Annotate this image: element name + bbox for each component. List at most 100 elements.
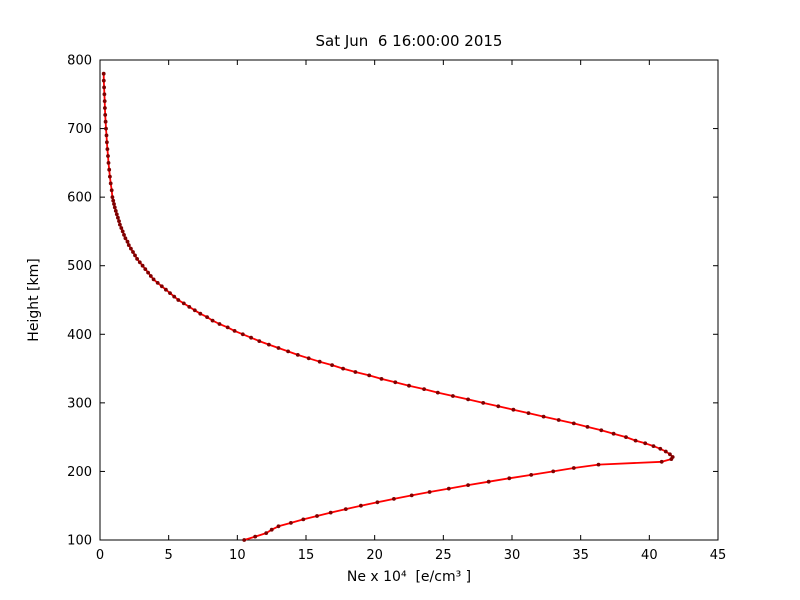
data-marker	[446, 486, 451, 491]
data-marker	[111, 198, 116, 203]
data-marker	[104, 133, 109, 138]
data-marker	[131, 250, 135, 254]
data-marker	[103, 119, 108, 124]
x-tick-label: 0	[96, 548, 104, 563]
data-marker	[198, 311, 203, 316]
data-marker	[133, 253, 137, 258]
data-marker	[375, 500, 380, 505]
data-marker	[511, 407, 516, 412]
data-marker	[172, 294, 177, 299]
data-marker	[164, 287, 168, 292]
data-marker	[599, 428, 604, 433]
data-marker	[269, 527, 274, 532]
data-marker	[466, 397, 470, 402]
x-tick-label: 30	[504, 548, 521, 563]
data-marker	[315, 514, 319, 518]
data-marker	[289, 521, 293, 525]
data-marker	[102, 92, 107, 97]
data-marker	[242, 538, 247, 542]
plot-layer: 0 5 10 15 20 25 30 35 40 45 100 200 300 400 500 600 700 8…	[67, 54, 726, 564]
data-marker	[496, 404, 501, 409]
data-marker	[106, 154, 110, 158]
data-marker	[585, 425, 590, 429]
y-axis-label: Height [km]	[26, 258, 42, 341]
y-tick-label: 100	[67, 534, 92, 549]
data-marker	[125, 239, 130, 244]
data-marker	[249, 335, 254, 340]
data-marker	[118, 222, 122, 227]
data-marker	[140, 263, 145, 268]
data-marker	[114, 212, 119, 217]
data-marker	[240, 332, 245, 337]
axes-frame	[99, 59, 719, 541]
data-marker	[422, 387, 426, 391]
data-marker	[264, 531, 269, 535]
data-marker	[129, 246, 133, 251]
data-marker	[330, 363, 334, 367]
y-tick-label: 500	[67, 259, 92, 274]
data-marker	[541, 414, 546, 419]
data-marker	[328, 510, 333, 515]
data-marker	[486, 479, 491, 484]
data-marker	[596, 462, 601, 467]
data-marker	[168, 291, 172, 295]
data-marker	[151, 277, 156, 282]
chart-title: Sat Jun 6 16:00:00 2015	[316, 32, 503, 50]
data-marker	[210, 318, 215, 323]
y-tick-label: 800	[67, 54, 92, 69]
data-marker	[217, 322, 222, 326]
data-marker	[101, 71, 106, 76]
data-marker	[105, 140, 109, 145]
data-marker	[556, 418, 561, 422]
data-marker	[113, 209, 118, 213]
data-marker	[137, 260, 142, 265]
data-marker	[143, 267, 148, 271]
data-marker	[108, 181, 113, 186]
data-marker	[102, 85, 106, 90]
data-marker	[306, 356, 311, 361]
data-marker	[526, 411, 531, 415]
data-marker	[102, 99, 107, 103]
data-marker	[670, 455, 675, 459]
data-marker	[123, 236, 128, 241]
x-tick-label: 10	[229, 548, 246, 563]
data-marker	[101, 78, 106, 83]
x-tick-label: 15	[298, 548, 315, 563]
data-marker	[341, 366, 345, 371]
data-marker	[155, 281, 160, 285]
data-marker	[624, 435, 628, 439]
data-marker	[253, 534, 258, 539]
data-marker	[232, 329, 237, 333]
data-marker	[126, 243, 131, 248]
data-marker	[105, 147, 110, 152]
y-tick-label: 400	[67, 328, 92, 343]
data-marker	[108, 174, 112, 179]
data-marker	[658, 446, 663, 451]
data-marker	[359, 503, 363, 508]
x-tick-label: 40	[641, 548, 658, 563]
data-marker	[659, 459, 664, 464]
data-marker	[451, 394, 455, 398]
data-marker	[611, 431, 616, 436]
data-marker	[409, 493, 414, 498]
y-tick-label: 200	[67, 465, 92, 480]
x-tick-label: 20	[366, 548, 383, 563]
data-marker	[507, 476, 512, 481]
data-marker	[276, 524, 281, 529]
data-marker	[571, 421, 576, 426]
data-marker	[107, 167, 112, 172]
data-marker	[112, 202, 116, 206]
data-marker	[257, 339, 262, 343]
data-marker	[120, 229, 125, 234]
data-marker	[112, 205, 117, 210]
data-marker	[529, 473, 534, 477]
data-marker	[551, 469, 556, 474]
data-marker	[663, 449, 668, 454]
x-axis-label: Ne x 10⁴ [e/cm³ ]	[347, 569, 471, 585]
data-marker	[633, 438, 638, 443]
data-marker	[643, 441, 648, 446]
data-marker	[392, 497, 396, 501]
data-marker	[146, 270, 151, 275]
